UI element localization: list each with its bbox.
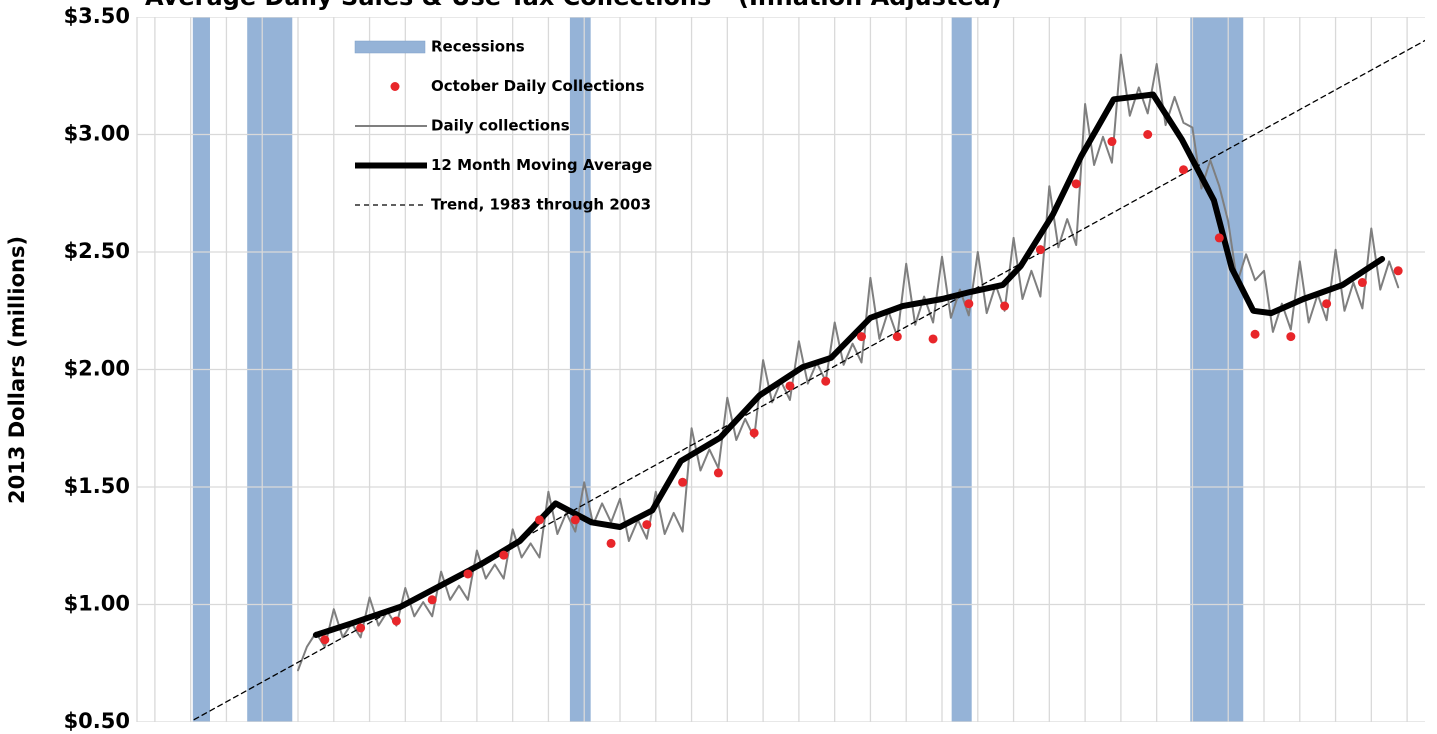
october-point <box>463 569 473 579</box>
october-point <box>1357 278 1367 288</box>
october-point <box>821 376 831 386</box>
october-point <box>606 538 616 548</box>
october-point <box>785 381 795 391</box>
legend-label: Recessions <box>431 38 525 56</box>
october-point <box>391 616 401 626</box>
y-tick-label: $3.00 <box>64 122 130 146</box>
october-point <box>1179 165 1188 175</box>
october-point <box>1035 245 1045 255</box>
october-point <box>1214 233 1224 243</box>
october-point <box>1000 301 1010 311</box>
october-point <box>1393 266 1403 276</box>
chart-title: Average Daily Sales & Use Tax Collection… <box>145 0 1002 11</box>
legend-label: Trend, 1983 through 2003 <box>431 196 651 214</box>
october-point <box>1143 130 1153 139</box>
plot-area <box>137 17 1425 722</box>
october-point <box>857 332 866 342</box>
october-point <box>928 334 938 344</box>
y-axis-label: 2013 Dollars (millions) <box>5 236 29 504</box>
october-point <box>713 468 723 478</box>
october-point <box>1107 137 1117 147</box>
october-point <box>356 623 366 633</box>
october-point <box>964 299 974 309</box>
y-tick-label: $2.00 <box>64 357 130 381</box>
series-line <box>193 39 1425 721</box>
series-line <box>312 91 1386 638</box>
legend-swatch <box>354 40 426 54</box>
y-tick-label: $2.50 <box>64 239 130 263</box>
october-point <box>320 635 330 645</box>
y-tick-label: $1.50 <box>64 474 130 498</box>
october-point <box>892 332 902 342</box>
legend-marker <box>390 82 400 91</box>
october-point <box>1286 332 1296 342</box>
october-point <box>1250 329 1260 339</box>
y-tick-label: $3.50 <box>64 4 130 28</box>
october-point <box>499 550 509 560</box>
october-point <box>678 477 688 487</box>
october-point <box>642 520 652 530</box>
october-point <box>535 515 544 525</box>
october-point <box>570 515 580 525</box>
legend-label: October Daily Collections <box>431 77 644 95</box>
october-point <box>1322 299 1332 309</box>
legend-label: Daily collections <box>431 117 570 135</box>
legend-label: 12 Month Moving Average <box>431 156 652 174</box>
october-point <box>427 595 437 605</box>
y-tick-label: $1.00 <box>64 592 130 616</box>
y-tick-label: $0.50 <box>64 709 130 733</box>
october-point <box>749 428 759 438</box>
october-point <box>1071 179 1081 189</box>
